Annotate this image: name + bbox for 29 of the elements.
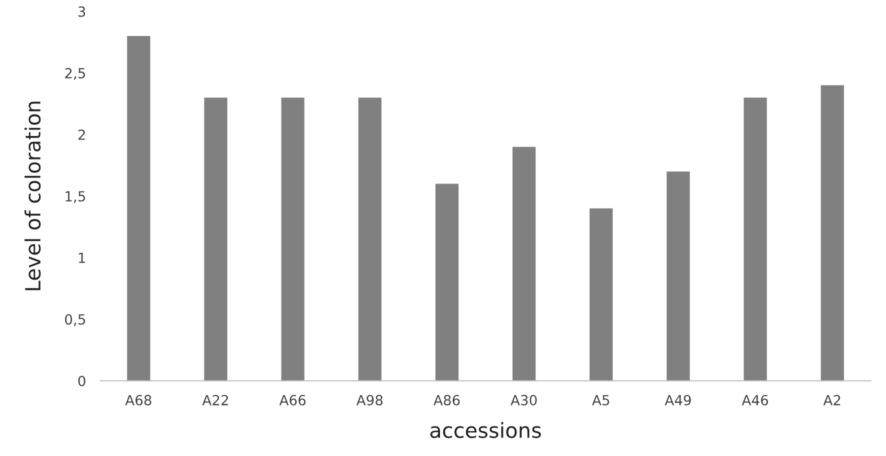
bar [820, 85, 844, 381]
bar [127, 36, 150, 381]
x-tick-label: A5 [592, 395, 610, 406]
bar [358, 98, 382, 381]
x-tick-label: A66 [279, 394, 306, 406]
y-axis-title: Level of coloration [24, 102, 41, 290]
x-tick-label: A98 [356, 394, 383, 406]
x-tick-label: A46 [742, 394, 768, 406]
bar [204, 98, 228, 381]
x-tick-label: A68 [125, 394, 152, 406]
x-tick-label: A49 [664, 394, 691, 406]
bar [435, 184, 459, 381]
y-tick-label: 0,5 [65, 314, 86, 326]
bar [744, 98, 767, 381]
x-tick-label: A30 [510, 394, 537, 406]
y-tick-label: 2,5 [65, 68, 86, 80]
x-axis-title: accessions [430, 422, 541, 438]
y-tick-label: 1,5 [66, 191, 86, 203]
y-tick-label: 3 [78, 6, 86, 17]
bar [666, 171, 690, 381]
y-tick-label: 1 [78, 252, 85, 263]
x-tick-label: A2 [823, 394, 840, 406]
bar [281, 98, 304, 381]
bar [590, 208, 613, 381]
x-tick-label: A22 [202, 394, 228, 406]
bar [512, 146, 536, 381]
y-tick-label: 2 [78, 129, 85, 140]
y-tick-label: 0 [78, 376, 86, 386]
x-tick-label: A86 [434, 394, 460, 406]
